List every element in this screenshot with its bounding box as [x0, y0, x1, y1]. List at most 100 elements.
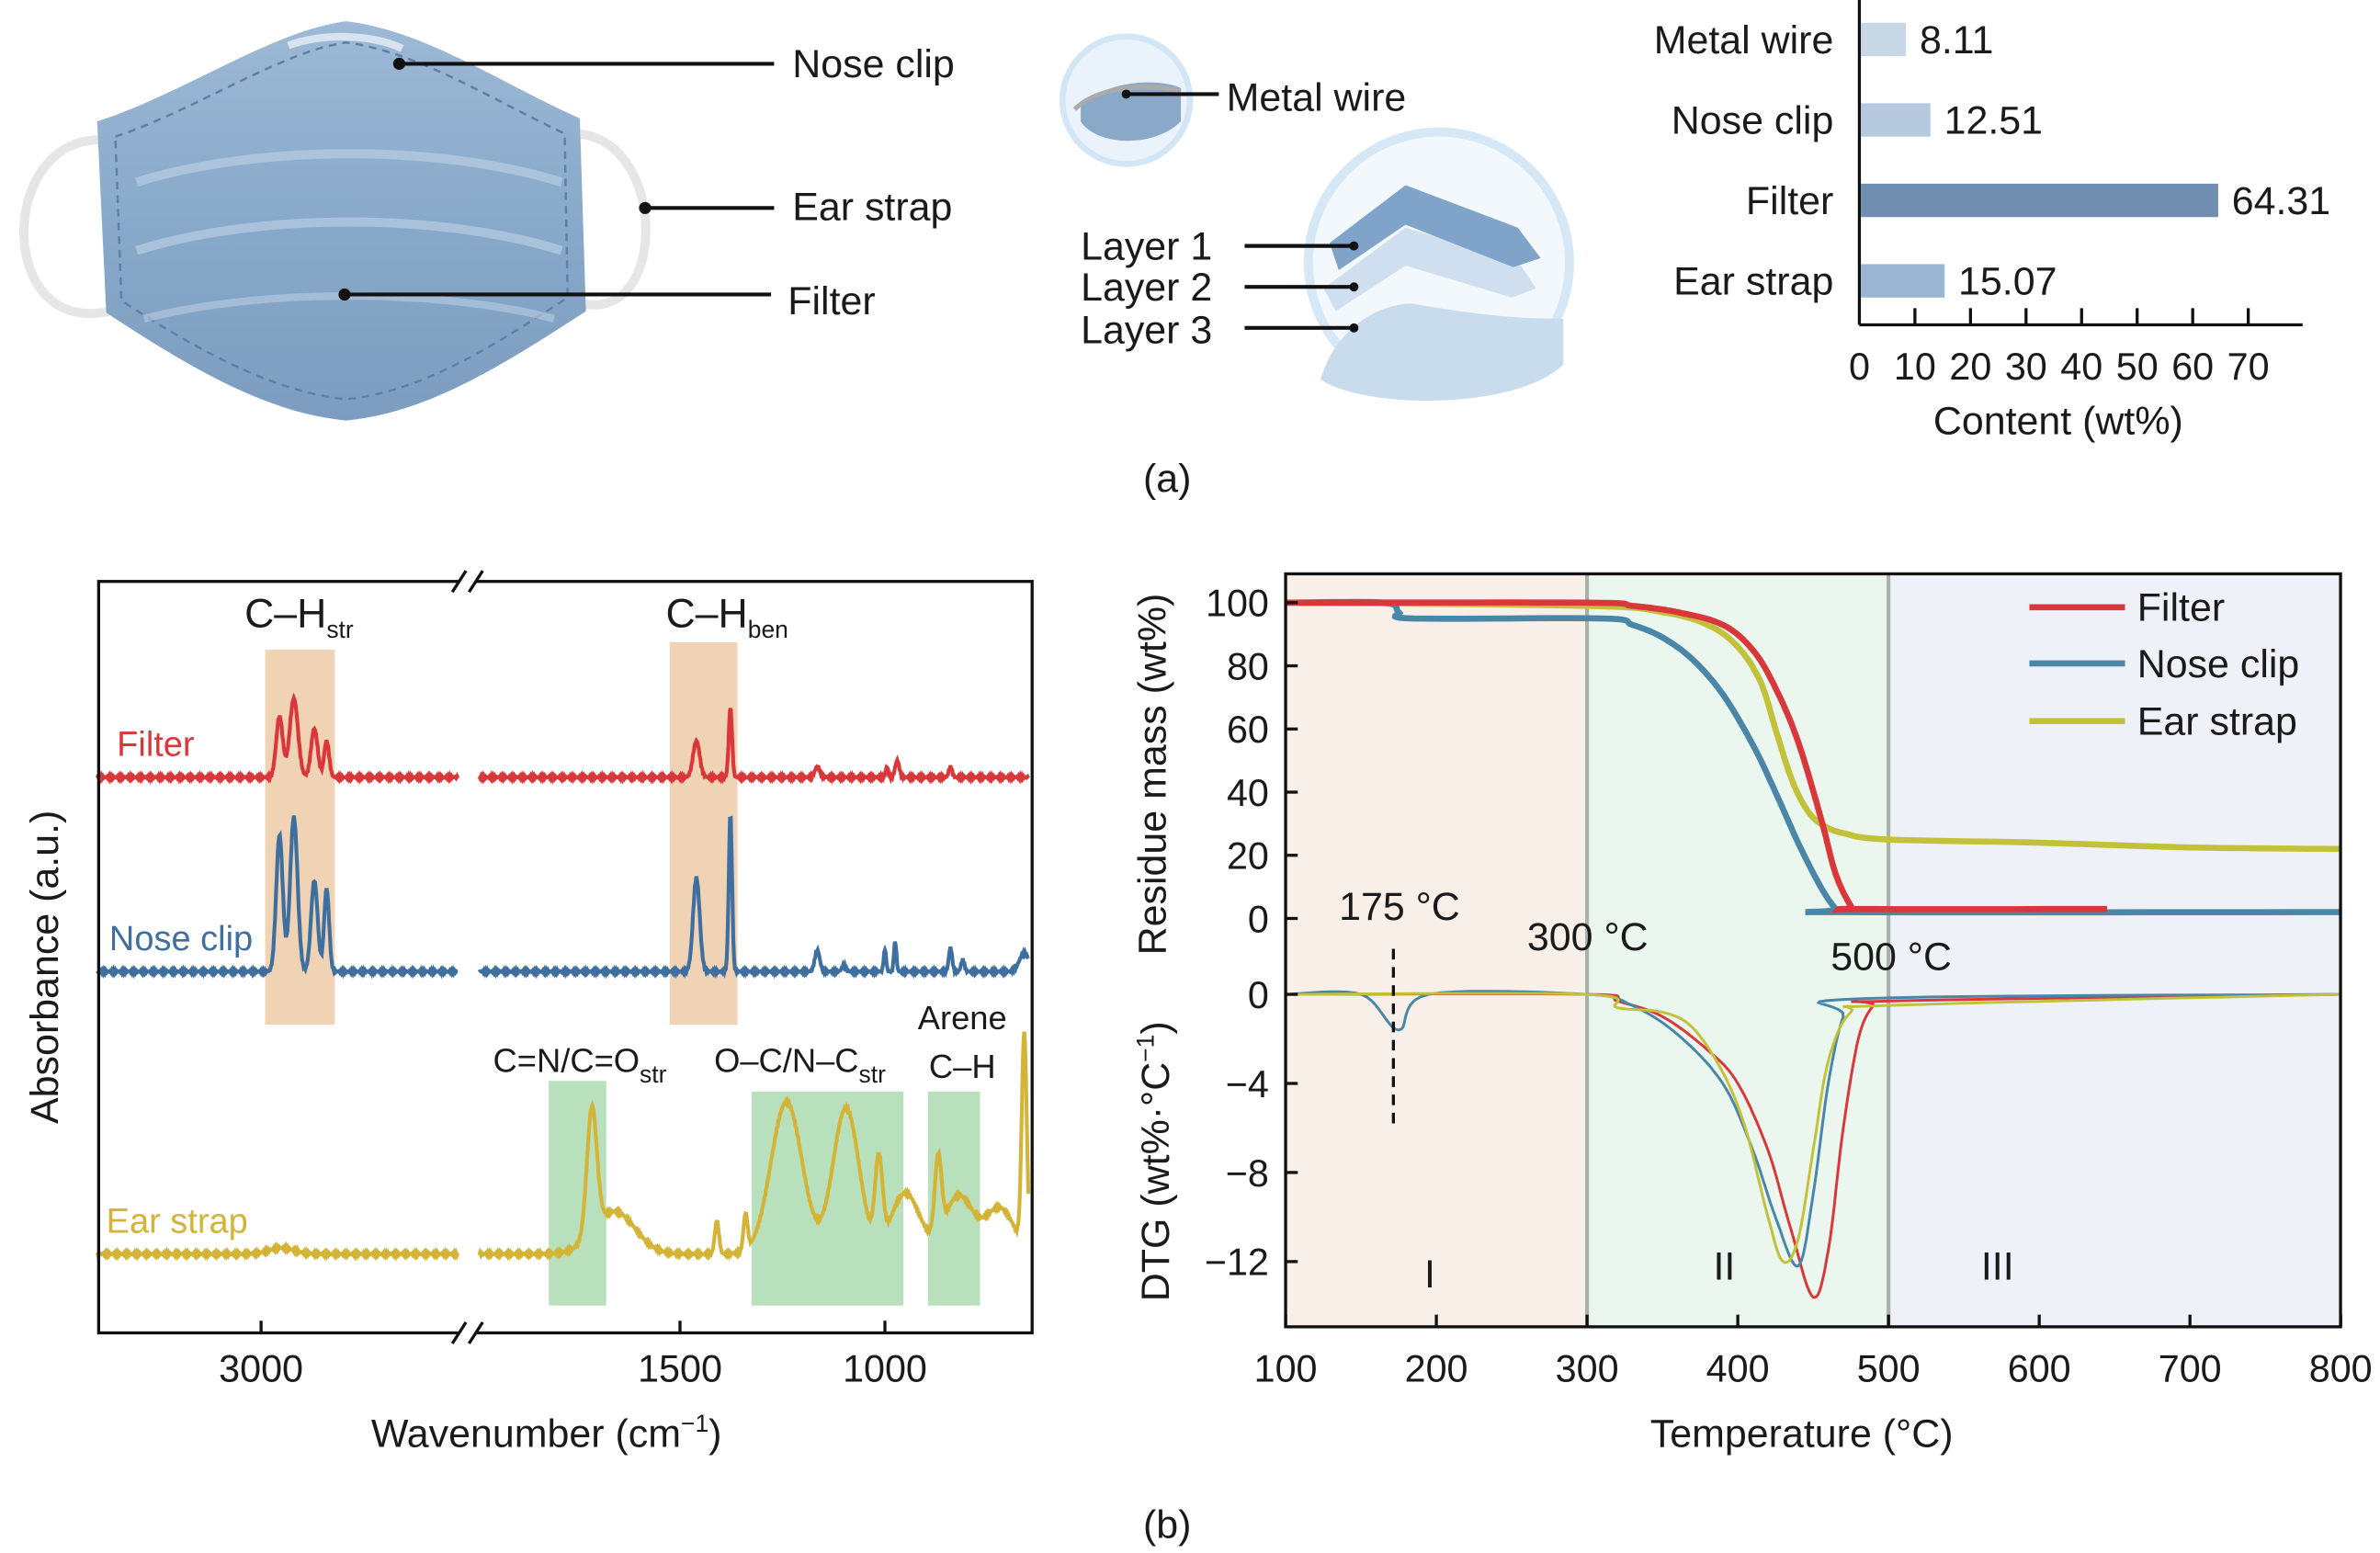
bar-x-tick-label: 20: [1949, 346, 1991, 388]
region-band: [1888, 573, 2341, 1327]
region-label-iii: III: [1981, 1245, 2014, 1289]
band-label: C=N/C=Ostr: [493, 1041, 667, 1088]
bar-x-axis-title: Content (wt%): [1933, 399, 2183, 443]
label-layer-1: Layer 1: [1081, 224, 1212, 268]
bar-value-label: 64.31: [2232, 179, 2330, 223]
ftir-series-filter: [95, 692, 460, 786]
dtg-y-tick-label: −4: [1226, 1063, 1269, 1105]
bar-category-label: Filter: [1746, 179, 1833, 223]
tga-dtg-chart: 0 20 40 60 80 100 0 −4 −8 −12 100 200 300 400 500 600 70…: [1131, 572, 2373, 1456]
ftir-x-tick-label: 1000: [843, 1347, 927, 1389]
band-highlight: [265, 650, 335, 1026]
bar: [1861, 22, 1907, 57]
ftir-chart: C–Hstr C–Hben C=N/C=Ostr O–C/N–Cstr Arene C–H…: [23, 570, 1034, 1457]
legend-filter: Filter: [2137, 586, 2225, 630]
content-bar-chart: Metal wire 8.11 Nose clip 12.51 Filter 64.31 E…: [1654, 0, 2330, 443]
dtg-series-nose-clip: [1286, 990, 2341, 1268]
tga-y-tick-label: 80: [1227, 645, 1269, 687]
tga-y-tick-label: 100: [1206, 583, 1269, 625]
legend: Filter Nose clip Ear strap: [2029, 586, 2299, 744]
tga-series-nose-clip: [1286, 598, 2341, 916]
bar-category-label: Ear strap: [1673, 259, 1833, 303]
region-band: [1286, 573, 1588, 1327]
ftir-x-tick-label: 1500: [638, 1347, 722, 1389]
tga-series-filter: [1286, 599, 2108, 913]
tga-y-tick-label: 60: [1227, 708, 1269, 751]
band-label: C–Hstr: [244, 591, 354, 643]
caption-b: (b): [1143, 1502, 1191, 1547]
label-filter: Filter: [788, 279, 875, 323]
ftir-series-ear-strap: [477, 1031, 1031, 1262]
bar-x-tick-label: 10: [1894, 346, 1936, 388]
tga-y-tick-label: 20: [1227, 835, 1269, 878]
label-nose-clip: Nose clip: [792, 42, 955, 86]
dtg-series-ear-strap: [1286, 992, 2341, 1264]
mask-callouts: Nose clip Ear strap Filter: [338, 42, 955, 323]
tga-y-axis-title: Residue mass (wt%): [1131, 594, 1175, 956]
bar-x-tick-label: 60: [2171, 346, 2214, 388]
ear-loop-right: [576, 129, 651, 310]
bar: [1861, 264, 1945, 298]
bar: [1861, 103, 1931, 137]
ear-loop-left: [19, 135, 111, 318]
ftir-series-ear-strap: [95, 1241, 460, 1262]
temp-x-tick-label: 700: [2159, 1347, 2222, 1389]
temp-x-tick-label: 600: [2008, 1347, 2071, 1389]
bar-category-label: Metal wire: [1654, 18, 1834, 62]
bar-value-label: 15.07: [1958, 259, 2057, 303]
ftir-y-axis-title: Absorbance (a.u.): [23, 811, 67, 1124]
label-layer-3: Layer 3: [1081, 308, 1212, 352]
temp-x-tick-label: 800: [2309, 1347, 2373, 1389]
ftir-x-tick-label: 3000: [219, 1347, 303, 1389]
bar-x-tick-label: 70: [2227, 346, 2270, 388]
bar: [1861, 183, 2218, 218]
temp-x-tick-label: 500: [1857, 1347, 1921, 1389]
bar-value-label: 12.51: [1944, 98, 2043, 142]
mask-illustration: [19, 21, 651, 421]
bar-category-label: Nose clip: [1672, 98, 1834, 142]
bar-x-tick-label: 30: [2005, 346, 2047, 388]
label-layer-2: Layer 2: [1081, 266, 1212, 310]
region-band: [1587, 573, 1889, 1327]
metal-wire-detail: Metal wire: [1059, 33, 1407, 167]
temp-x-tick-label: 100: [1254, 1347, 1318, 1389]
ftir-x-axis-title: Wavenumber (cm−1): [371, 1410, 722, 1457]
bar-value-label: 8.11: [1920, 18, 1993, 62]
region-label-i: I: [1424, 1253, 1435, 1297]
ftir-label-filter: Filter: [117, 726, 195, 765]
ftir-label-ear-strap: Ear strap: [107, 1202, 248, 1241]
dtg-y-tick-label: −12: [1205, 1241, 1269, 1284]
band-highlight: [549, 1081, 606, 1306]
label-ear-strap: Ear strap: [792, 186, 952, 230]
layers-detail: Layer 1 Layer 2 Layer 3: [1081, 127, 1574, 402]
annotation-500c: 500 °C: [1830, 935, 1952, 980]
temp-x-tick-label: 300: [1556, 1347, 1619, 1389]
region-label-ii: II: [1713, 1245, 1735, 1289]
tga-y-tick-label: 0: [1248, 898, 1269, 940]
bar-x-tick-label: 40: [2060, 346, 2102, 388]
dtg-y-axis-title: DTG (wt%·°C−1): [1131, 1021, 1178, 1301]
temp-x-tick-label: 400: [1706, 1347, 1770, 1389]
dtg-y-tick-label: −8: [1226, 1152, 1269, 1195]
band-label: Arene: [918, 999, 1007, 1037]
dtg-y-tick-label: 0: [1248, 974, 1269, 1016]
band-label: C–Hben: [666, 591, 788, 643]
annotation-175c: 175 °C: [1339, 885, 1460, 929]
bar-x-tick-label: 50: [2116, 346, 2159, 388]
band-label: O–C/N–Cstr: [714, 1041, 886, 1088]
band-label: C–H: [929, 1048, 996, 1085]
ftir-series-filter: [477, 708, 1030, 786]
ftir-series-nose-clip: [477, 815, 1030, 980]
annotation-300c: 300 °C: [1527, 915, 1649, 959]
legend-nose-clip: Nose clip: [2137, 642, 2300, 686]
bar-x-tick-label: 0: [1849, 346, 1870, 388]
caption-a: (a): [1143, 457, 1191, 501]
tga-x-axis-title: Temperature (°C): [1650, 1411, 1954, 1456]
ftir-series-nose-clip: [96, 815, 459, 980]
label-metal-wire: Metal wire: [1227, 76, 1407, 120]
legend-ear-strap: Ear strap: [2137, 700, 2297, 744]
ftir-label-nose-clip: Nose clip: [109, 920, 253, 958]
temp-x-tick-label: 200: [1405, 1347, 1468, 1389]
tga-y-tick-label: 40: [1227, 772, 1269, 814]
